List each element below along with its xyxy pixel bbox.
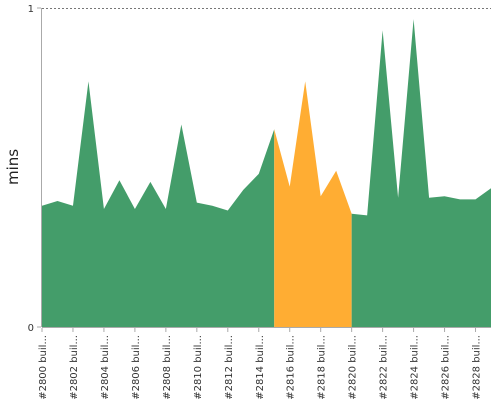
x-tick-label: #2816 buil... (286, 335, 297, 400)
x-tick-label: #2822 buil... (379, 335, 390, 400)
y-ticks: 01 (28, 4, 41, 334)
x-ticks: #2800 buil... #2802 buil... #2804 buil... #… (38, 328, 483, 400)
x-tick-label: #2820 buil... (348, 335, 359, 400)
area-segment-success (351, 19, 491, 327)
x-tick-label: #2828 buil... (472, 335, 483, 400)
x-tick-label: #2818 buil... (317, 335, 328, 400)
x-tick-label: #2812 buil... (224, 335, 235, 400)
x-tick-label: #2814 buil... (255, 335, 266, 400)
x-tick-label: #2826 buil... (441, 335, 452, 400)
x-tick-label: #2804 buil... (100, 335, 111, 400)
y-tick-label: 1 (28, 4, 34, 15)
y-tick-label: 0 (28, 323, 34, 334)
x-tick-label: #2800 buil... (38, 335, 49, 400)
x-tick-label: #2808 buil... (162, 335, 173, 400)
y-axis-label: mins (4, 149, 22, 185)
area-series (42, 19, 491, 328)
x-tick-label: #2824 buil... (410, 335, 421, 400)
x-tick-label: #2806 buil... (131, 335, 142, 400)
area-segment-success (42, 81, 275, 328)
area-segment-failed (274, 81, 352, 328)
x-tick-label: #2810 buil... (193, 335, 204, 400)
x-tick-label: #2802 buil... (69, 335, 80, 400)
